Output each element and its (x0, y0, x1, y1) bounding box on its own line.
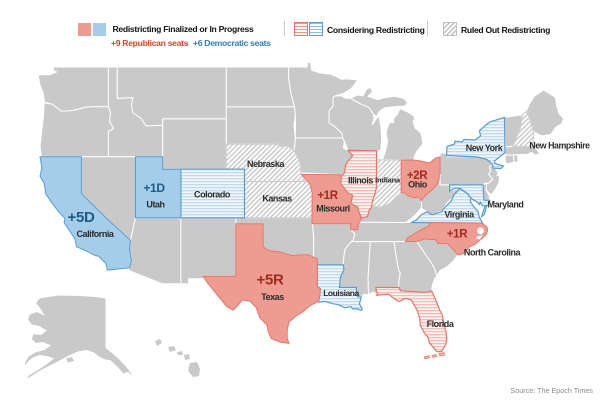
svg-text:+5R: +5R (257, 272, 284, 289)
svg-text:+2R: +2R (407, 170, 428, 182)
svg-text:Missouri: Missouri (316, 204, 349, 214)
svg-text:Virginia: Virginia (444, 210, 475, 220)
svg-text:Texas: Texas (261, 292, 284, 302)
svg-text:Louisiana: Louisiana (323, 288, 359, 298)
svg-text:Florida: Florida (427, 319, 455, 329)
svg-text:Utah: Utah (146, 200, 164, 210)
svg-text:New York: New York (466, 143, 504, 153)
svg-text:New Hampshire: New Hampshire (529, 141, 590, 151)
svg-text:North Carolina: North Carolina (464, 248, 522, 258)
svg-text:+1D: +1D (143, 181, 165, 195)
svg-text:Kansas: Kansas (262, 194, 292, 204)
svg-text:Illinois: Illinois (348, 176, 373, 186)
svg-text:+1R: +1R (317, 190, 338, 202)
svg-text:Ohio: Ohio (408, 180, 428, 190)
svg-text:Nebraska: Nebraska (247, 159, 285, 169)
svg-text:+1R: +1R (447, 229, 468, 241)
svg-text:Colorado: Colorado (194, 190, 231, 200)
svg-text:California: California (76, 229, 114, 239)
svg-text:+5D: +5D (68, 209, 95, 226)
svg-text:Maryland: Maryland (488, 200, 524, 210)
svg-text:Indiana: Indiana (375, 176, 401, 185)
